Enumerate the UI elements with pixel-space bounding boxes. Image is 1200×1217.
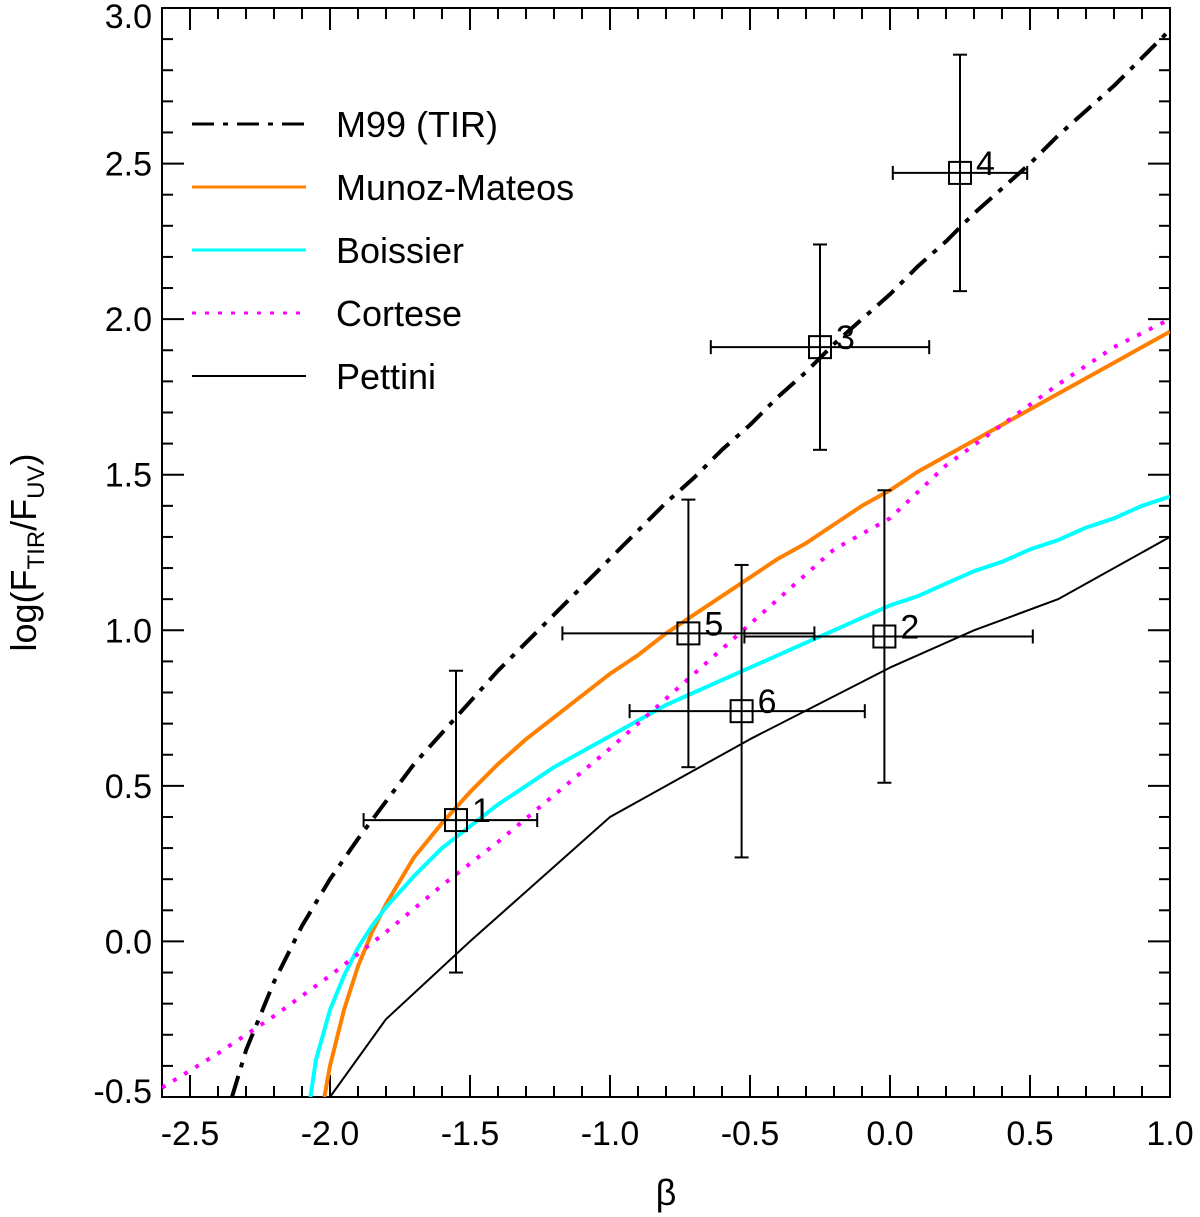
data-point-4: 4 [891, 53, 1029, 293]
data-point-2: 2 [743, 489, 1034, 784]
point-marker-square [808, 335, 832, 360]
y-axis-title-part: ) [3, 453, 44, 465]
x-tick-label: -2.0 [301, 1115, 360, 1153]
y-axis-title-part: /F [3, 499, 44, 531]
point-label: 4 [976, 145, 995, 183]
x-tick-label: -2.5 [161, 1115, 220, 1153]
series-line-boissier [308, 494, 1170, 1097]
x-axis-title: β [656, 1172, 677, 1213]
point-label: 1 [472, 792, 491, 830]
series-line-munoz-mateos [322, 329, 1170, 1097]
series-line-pettini [329, 536, 1170, 1097]
legend-label: Cortese [336, 293, 462, 334]
series-line-m99-tir- [230, 28, 1170, 1097]
x-tick-label: -1.0 [581, 1115, 640, 1153]
y-tick-label: -0.5 [93, 1073, 152, 1111]
x-tick-label: 0.0 [866, 1115, 913, 1153]
point-label: 3 [836, 319, 855, 357]
y-tick-label: 1.0 [105, 612, 152, 650]
y-tick-label: 2.5 [105, 146, 152, 184]
point-label: 6 [758, 683, 777, 721]
y-tick-label: 1.5 [105, 457, 152, 495]
y-axis-title-subscript: UV [23, 465, 50, 498]
point-label: 2 [900, 609, 919, 647]
point-marker-square [948, 160, 972, 185]
legend-label: Pettini [336, 356, 436, 397]
y-tick-label: 3.0 [105, 0, 152, 36]
data-point-5: 5 [561, 498, 816, 769]
point-marker-square [872, 624, 897, 649]
point-marker-square [729, 699, 754, 724]
y-tick-label: 2.0 [105, 301, 152, 339]
legend: M99 (TIR) Munoz-Mateos Boissier Cortese Pett… [192, 104, 574, 397]
axis-labels-group: -2.5 -2.0 -1.5 -1.0 -0.5 0.0 0.5 1.0 -0.5 0.0 0.5 1… [3, 0, 1194, 1213]
data-point-6: 6 [628, 563, 866, 859]
y-tick-label: 0.0 [105, 923, 152, 961]
x-tick-label: 0.5 [1006, 1115, 1053, 1153]
y-tick-label: 0.5 [105, 768, 152, 806]
x-tick-label: -0.5 [721, 1115, 780, 1153]
x-tick-label: 1.0 [1146, 1115, 1193, 1153]
point-marker-square [676, 621, 701, 646]
y-axis-title-subscript: TIR [23, 531, 50, 570]
data-point-1: 1 [362, 669, 539, 974]
x-tick-label: -1.5 [441, 1115, 500, 1153]
series-line-cortese [162, 317, 1170, 1090]
legend-label: M99 (TIR) [336, 104, 498, 145]
point-marker-square [444, 808, 468, 833]
axes-frame-group [161, 7, 1171, 1098]
curves-group [162, 28, 1170, 1097]
y-axis-title: log(FTIR/FUV) [3, 453, 50, 651]
legend-label: Munoz-Mateos [336, 167, 574, 208]
y-axis-title-part: log(F [3, 569, 44, 651]
data-point-3: 3 [709, 243, 931, 451]
legend-label: Boissier [336, 230, 464, 271]
point-label: 5 [704, 605, 723, 643]
data-points-group: 1 2 3 4 5 6 [362, 53, 1034, 974]
